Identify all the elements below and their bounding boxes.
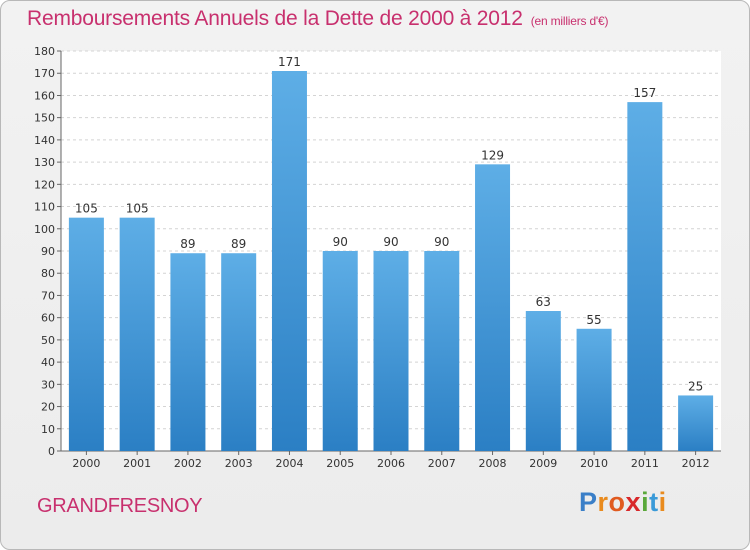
y-tick-label: 30	[41, 378, 55, 391]
data-label-2012: 25	[688, 379, 703, 393]
bar-2003	[221, 253, 257, 451]
x-tick-label-2006: 2006	[377, 457, 405, 470]
logo-letter: r	[597, 487, 609, 517]
bar-2007	[424, 251, 460, 451]
x-tick-label-2007: 2007	[428, 457, 456, 470]
x-tick-label-2003: 2003	[225, 457, 253, 470]
x-tick-label-2002: 2002	[174, 457, 202, 470]
data-label-2011: 157	[633, 86, 656, 100]
x-tick-label-2008: 2008	[479, 457, 507, 470]
x-tick-label-2001: 2001	[123, 457, 151, 470]
logo-letter: o	[608, 487, 626, 517]
bar-2001	[119, 217, 155, 451]
y-tick-label: 150	[34, 112, 55, 125]
data-label-2009: 63	[536, 295, 551, 309]
bar-2008	[475, 164, 511, 452]
data-label-2004: 171	[278, 55, 301, 69]
x-tick-label-2009: 2009	[529, 457, 557, 470]
y-tick-label: 80	[41, 267, 55, 280]
bar-2010	[576, 328, 612, 451]
bar-2005	[322, 251, 358, 451]
x-tick-label-2010: 2010	[580, 457, 608, 470]
data-label-2001: 105	[126, 202, 149, 216]
y-tick-label: 50	[41, 334, 55, 347]
y-tick-label: 0	[48, 445, 55, 458]
y-tick-label: 170	[34, 67, 55, 80]
logo-letter: P	[579, 487, 598, 517]
proxiti-logo: Proxiti	[579, 487, 667, 518]
data-label-2005: 90	[333, 235, 348, 249]
data-label-2002: 89	[180, 237, 195, 251]
bar-2009	[525, 311, 561, 451]
y-tick-label: 110	[34, 201, 55, 214]
data-label-2007: 90	[434, 235, 449, 249]
y-tick-label: 180	[34, 45, 55, 58]
bar-2000	[68, 217, 104, 451]
bar-2004	[271, 71, 307, 451]
y-tick-label: 20	[41, 401, 55, 414]
data-label-2006: 90	[383, 235, 398, 249]
y-tick-label: 10	[41, 423, 55, 436]
commune-name: GRANDFRESNOY	[37, 495, 203, 517]
data-label-2003: 89	[231, 237, 246, 251]
y-tick-label: 40	[41, 356, 55, 369]
y-tick-label: 70	[41, 289, 55, 302]
x-tick-label-2005: 2005	[326, 457, 354, 470]
bar-2002	[170, 253, 206, 451]
data-label-2010: 55	[586, 313, 601, 327]
y-tick-label: 120	[34, 178, 55, 191]
x-tick-label-2012: 2012	[682, 457, 710, 470]
y-tick-label: 90	[41, 245, 55, 258]
y-tick-label: 140	[34, 134, 55, 147]
x-tick-label-2000: 2000	[72, 457, 100, 470]
data-label-2008: 129	[481, 148, 504, 162]
bar-2011	[627, 102, 663, 451]
chart-unit: (en milliers d'€)	[530, 14, 609, 28]
x-tick-label-2011: 2011	[631, 457, 659, 470]
logo-letter: i	[658, 487, 667, 517]
y-tick-label: 100	[34, 223, 55, 236]
bar-2012	[678, 395, 714, 451]
bar-2006	[373, 251, 409, 451]
logo-letter: x	[625, 487, 642, 517]
chart-title: Remboursements Annuels de la Dette de 20…	[27, 7, 609, 30]
logo-letter: i	[641, 487, 650, 517]
data-label-2000: 105	[75, 202, 98, 216]
y-tick-label: 160	[34, 89, 55, 102]
y-tick-label: 130	[34, 156, 55, 169]
y-tick-label: 60	[41, 312, 55, 325]
logo-letter: t	[649, 487, 659, 517]
x-tick-label-2004: 2004	[275, 457, 303, 470]
